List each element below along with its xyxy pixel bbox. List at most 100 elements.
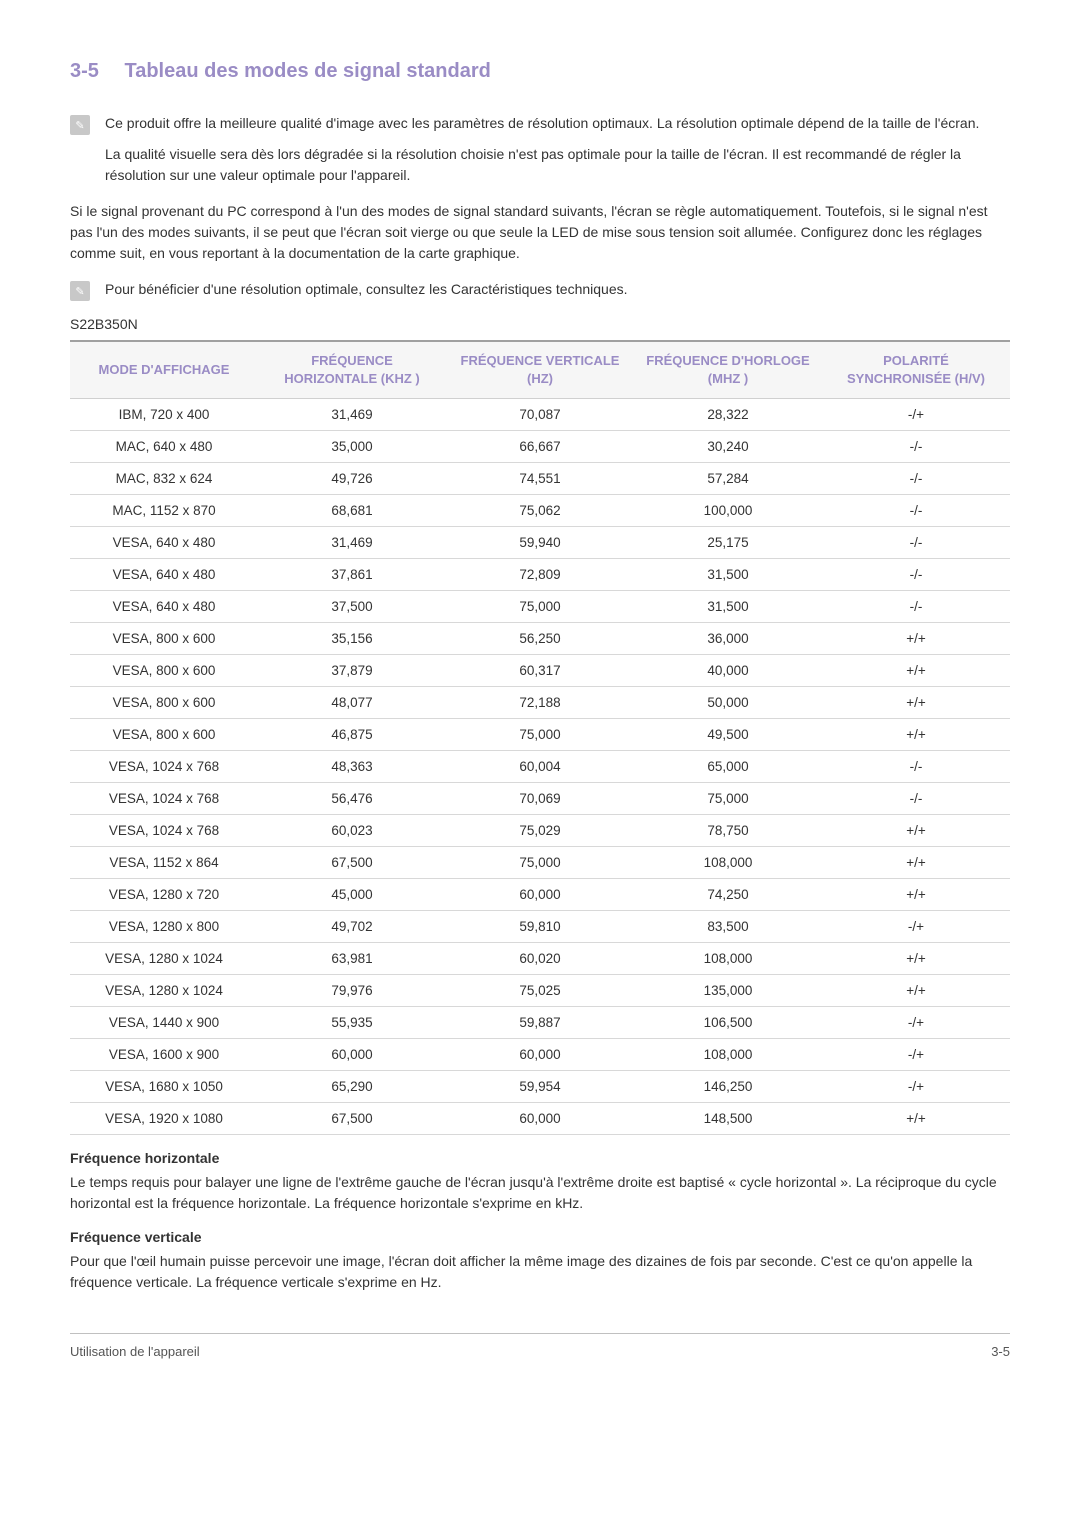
table-cell: 66,667 — [446, 431, 634, 463]
freq-h-text: Le temps requis pour balayer une ligne d… — [70, 1172, 1010, 1214]
table-cell: 75,062 — [446, 495, 634, 527]
table-cell: VESA, 1680 x 1050 — [70, 1071, 258, 1103]
note2-text: Pour bénéficier d'une résolution optimal… — [105, 279, 628, 300]
table-cell: 75,000 — [634, 783, 822, 815]
table-cell: +/+ — [822, 719, 1010, 751]
table-cell: 35,000 — [258, 431, 446, 463]
table-cell: 68,681 — [258, 495, 446, 527]
table-cell: 56,476 — [258, 783, 446, 815]
table-cell: -/+ — [822, 1007, 1010, 1039]
table-cell: 67,500 — [258, 1103, 446, 1135]
table-cell: 60,020 — [446, 943, 634, 975]
table-cell: 75,000 — [446, 847, 634, 879]
table-cell: MAC, 1152 x 870 — [70, 495, 258, 527]
table-cell: -/+ — [822, 911, 1010, 943]
table-row: VESA, 640 x 48031,46959,94025,175-/- — [70, 527, 1010, 559]
table-row: VESA, 800 x 60048,07772,18850,000+/+ — [70, 687, 1010, 719]
note-icon — [70, 115, 90, 135]
table-cell: 65,290 — [258, 1071, 446, 1103]
table-cell: 108,000 — [634, 847, 822, 879]
table-cell: 30,240 — [634, 431, 822, 463]
table-cell: 56,250 — [446, 623, 634, 655]
freq-v-title: Fréquence verticale — [70, 1229, 1010, 1245]
table-row: VESA, 1152 x 86467,50075,000108,000+/+ — [70, 847, 1010, 879]
note-block-2: Pour bénéficier d'une résolution optimal… — [70, 279, 1010, 301]
table-cell: 75,000 — [446, 719, 634, 751]
note1-paragraph2: La qualité visuelle sera dès lors dégrad… — [105, 144, 1010, 186]
table-cell: VESA, 1920 x 1080 — [70, 1103, 258, 1135]
table-cell: 36,000 — [634, 623, 822, 655]
table-cell: 49,726 — [258, 463, 446, 495]
table-cell: 31,469 — [258, 527, 446, 559]
table-row: VESA, 800 x 60035,15656,25036,000+/+ — [70, 623, 1010, 655]
table-cell: -/- — [822, 591, 1010, 623]
table-cell: VESA, 800 x 600 — [70, 655, 258, 687]
table-cell: 60,004 — [446, 751, 634, 783]
table-cell: +/+ — [822, 687, 1010, 719]
table-cell: 59,954 — [446, 1071, 634, 1103]
table-cell: 83,500 — [634, 911, 822, 943]
table-header: POLARITÉ SYNCHRONISÉE (H/V) — [822, 341, 1010, 399]
table-cell: 148,500 — [634, 1103, 822, 1135]
freq-v-text: Pour que l'œil humain puisse percevoir u… — [70, 1251, 1010, 1293]
table-cell: 48,363 — [258, 751, 446, 783]
table-cell: VESA, 1024 x 768 — [70, 751, 258, 783]
table-cell: 60,023 — [258, 815, 446, 847]
table-cell: 37,879 — [258, 655, 446, 687]
table-cell: 35,156 — [258, 623, 446, 655]
table-cell: IBM, 720 x 400 — [70, 399, 258, 431]
table-cell: 70,069 — [446, 783, 634, 815]
footer-right: 3-5 — [991, 1344, 1010, 1359]
section-heading: Tableau des modes de signal standard — [124, 60, 490, 82]
table-cell: +/+ — [822, 943, 1010, 975]
table-cell: 48,077 — [258, 687, 446, 719]
table-cell: 49,500 — [634, 719, 822, 751]
table-cell: -/- — [822, 527, 1010, 559]
table-cell: VESA, 640 x 480 — [70, 527, 258, 559]
table-cell: 28,322 — [634, 399, 822, 431]
table-cell: 135,000 — [634, 975, 822, 1007]
table-cell: -/- — [822, 783, 1010, 815]
table-cell: 60,317 — [446, 655, 634, 687]
table-cell: +/+ — [822, 1103, 1010, 1135]
table-cell: 72,188 — [446, 687, 634, 719]
table-cell: +/+ — [822, 975, 1010, 1007]
signal-mode-table: MODE D'AFFICHAGE FRÉQUENCE HORIZONTALE (… — [70, 340, 1010, 1135]
table-row: VESA, 640 x 48037,50075,00031,500-/- — [70, 591, 1010, 623]
table-cell: +/+ — [822, 815, 1010, 847]
table-cell: 37,861 — [258, 559, 446, 591]
table-cell: 74,551 — [446, 463, 634, 495]
table-header: FRÉQUENCE D'HORLOGE (MHZ ) — [634, 341, 822, 399]
table-row: VESA, 1600 x 90060,00060,000108,000-/+ — [70, 1039, 1010, 1071]
table-row: VESA, 1280 x 102463,98160,020108,000+/+ — [70, 943, 1010, 975]
table-header: FRÉQUENCE HORIZONTALE (KHZ ) — [258, 341, 446, 399]
table-row: VESA, 800 x 60037,87960,31740,000+/+ — [70, 655, 1010, 687]
table-cell: 108,000 — [634, 1039, 822, 1071]
table-cell: 50,000 — [634, 687, 822, 719]
table-cell: MAC, 640 x 480 — [70, 431, 258, 463]
table-cell: +/+ — [822, 847, 1010, 879]
table-cell: 40,000 — [634, 655, 822, 687]
note1-paragraph1: Ce produit offre la meilleure qualité d'… — [105, 113, 1010, 134]
page-footer: Utilisation de l'appareil 3-5 — [70, 1333, 1010, 1359]
table-cell: VESA, 800 x 600 — [70, 719, 258, 751]
model-name: S22B350N — [70, 316, 1010, 332]
table-cell: VESA, 1600 x 900 — [70, 1039, 258, 1071]
table-row: IBM, 720 x 40031,46970,08728,322-/+ — [70, 399, 1010, 431]
table-cell: 108,000 — [634, 943, 822, 975]
note-icon — [70, 281, 90, 301]
table-cell: -/- — [822, 431, 1010, 463]
table-cell: 78,750 — [634, 815, 822, 847]
table-cell: 60,000 — [446, 879, 634, 911]
table-cell: +/+ — [822, 623, 1010, 655]
table-row: VESA, 1024 x 76856,47670,06975,000-/- — [70, 783, 1010, 815]
table-row: MAC, 1152 x 87068,68175,062100,000-/- — [70, 495, 1010, 527]
table-cell: 31,469 — [258, 399, 446, 431]
table-cell: 60,000 — [258, 1039, 446, 1071]
table-cell: -/+ — [822, 1071, 1010, 1103]
table-cell: 59,810 — [446, 911, 634, 943]
table-header-row: MODE D'AFFICHAGE FRÉQUENCE HORIZONTALE (… — [70, 341, 1010, 399]
freq-h-title: Fréquence horizontale — [70, 1150, 1010, 1166]
table-cell: 59,887 — [446, 1007, 634, 1039]
table-cell: 59,940 — [446, 527, 634, 559]
